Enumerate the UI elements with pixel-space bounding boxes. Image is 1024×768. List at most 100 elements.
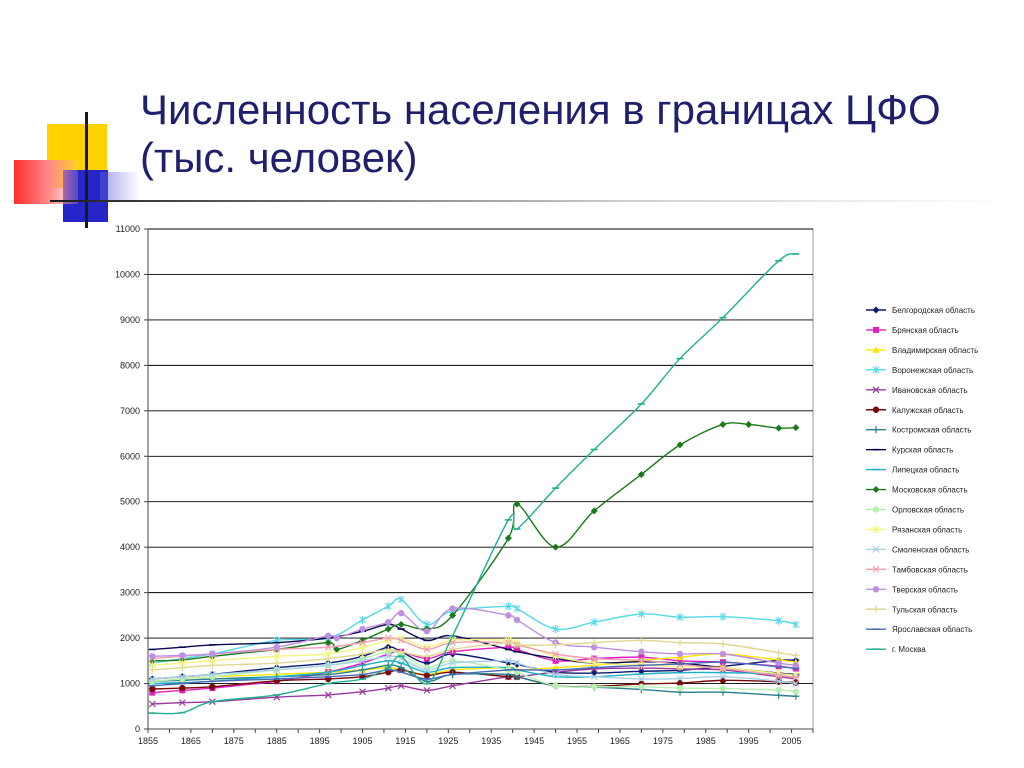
decorative-red-gradient-bar — [14, 160, 78, 204]
legend-label: г. Москва — [892, 645, 926, 654]
x-tick-label: 1965 — [610, 736, 630, 746]
data-point — [149, 685, 156, 693]
legend-item: Курская область — [866, 446, 953, 455]
legend-item: Костромская область — [866, 426, 971, 435]
data-point — [792, 674, 800, 682]
x-tick-label: 1915 — [395, 736, 415, 746]
legend-marker — [872, 506, 880, 513]
legend-marker — [872, 406, 880, 413]
data-point — [513, 646, 520, 653]
y-tick-label: 4000 — [120, 542, 140, 552]
legend-item: Смоленская область — [866, 545, 969, 554]
data-point — [792, 620, 800, 629]
data-point — [719, 612, 727, 621]
legend-marker — [872, 346, 880, 353]
data-point — [333, 634, 340, 642]
x-tick-label: 2005 — [782, 736, 802, 746]
y-tick-label: 6000 — [120, 451, 140, 461]
data-point — [775, 424, 783, 432]
data-point — [504, 602, 512, 611]
data-point — [324, 632, 332, 640]
data-point — [423, 686, 431, 694]
legend-marker — [872, 486, 880, 494]
data-point — [148, 666, 156, 674]
data-point — [504, 639, 512, 647]
legend-item: Липецкая область — [866, 466, 959, 475]
legend-item: Ивановская область — [866, 386, 968, 395]
data-point — [179, 652, 186, 659]
data-point — [324, 691, 332, 699]
data-point — [384, 652, 392, 660]
legend-item: Калужская область — [866, 406, 964, 415]
data-point — [384, 602, 392, 611]
data-point — [590, 643, 598, 651]
data-point — [775, 677, 783, 685]
data-point — [504, 657, 512, 665]
legend-label: Смоленская область — [892, 545, 969, 554]
data-point — [397, 620, 405, 628]
x-tick-label: 1885 — [267, 736, 287, 746]
x-tick-label: 1995 — [739, 736, 759, 746]
data-point — [637, 675, 645, 683]
decorative-horizontal-line — [50, 200, 1010, 202]
legend-label: Ивановская область — [892, 386, 968, 395]
x-tick-label: 1905 — [353, 736, 373, 746]
series-15 — [149, 605, 800, 669]
legend-marker — [872, 426, 880, 434]
data-point — [792, 680, 800, 687]
series-17 — [148, 661, 800, 687]
data-point — [359, 657, 366, 665]
legend-item: Ярославская область — [866, 625, 972, 634]
legend-item: Воронежская область — [866, 365, 973, 375]
data-point — [637, 470, 645, 478]
data-point — [423, 652, 431, 660]
data-point — [423, 646, 431, 653]
data-point — [324, 643, 332, 651]
slide-title-line-2: (тыс. человек) — [140, 134, 418, 181]
data-point — [324, 639, 332, 647]
data-point — [676, 679, 684, 687]
data-point — [149, 653, 156, 660]
data-point — [792, 688, 800, 695]
data-point — [384, 634, 392, 642]
data-point — [505, 644, 512, 651]
data-point — [792, 679, 800, 686]
data-point — [590, 655, 598, 662]
data-point — [775, 671, 783, 679]
legend-label: Орловская область — [892, 506, 964, 515]
data-point — [552, 657, 559, 664]
x-tick-label: 1925 — [438, 736, 458, 746]
x-tick-label: 1975 — [653, 736, 673, 746]
data-point — [505, 612, 512, 619]
data-point — [149, 678, 156, 685]
data-point — [719, 685, 727, 692]
x-tick-label: 1935 — [481, 736, 501, 746]
data-point — [676, 650, 684, 658]
data-point — [676, 684, 684, 692]
y-tick-label: 1000 — [120, 679, 140, 689]
data-point — [552, 671, 560, 678]
data-point — [359, 615, 366, 624]
data-point — [513, 659, 521, 667]
data-point — [719, 640, 727, 648]
legend-label: Тульская область — [892, 605, 957, 614]
data-point — [324, 655, 332, 663]
data-point — [775, 649, 783, 657]
data-point — [384, 645, 392, 653]
data-point — [148, 675, 156, 683]
data-point — [449, 682, 457, 690]
data-point — [423, 666, 431, 674]
y-tick-label: 8000 — [120, 360, 140, 370]
data-point — [273, 659, 281, 667]
data-point — [552, 543, 560, 551]
legend-item: Владимирская область — [866, 346, 978, 355]
legend-label: Рязанская область — [892, 525, 962, 534]
y-tick-label: 3000 — [120, 588, 140, 598]
data-point — [449, 611, 457, 619]
data-point — [178, 699, 186, 707]
data-point — [504, 534, 512, 542]
y-tick-label: 2000 — [120, 633, 140, 643]
legend-marker — [873, 326, 879, 333]
legend-label: Тверская область — [892, 585, 958, 594]
